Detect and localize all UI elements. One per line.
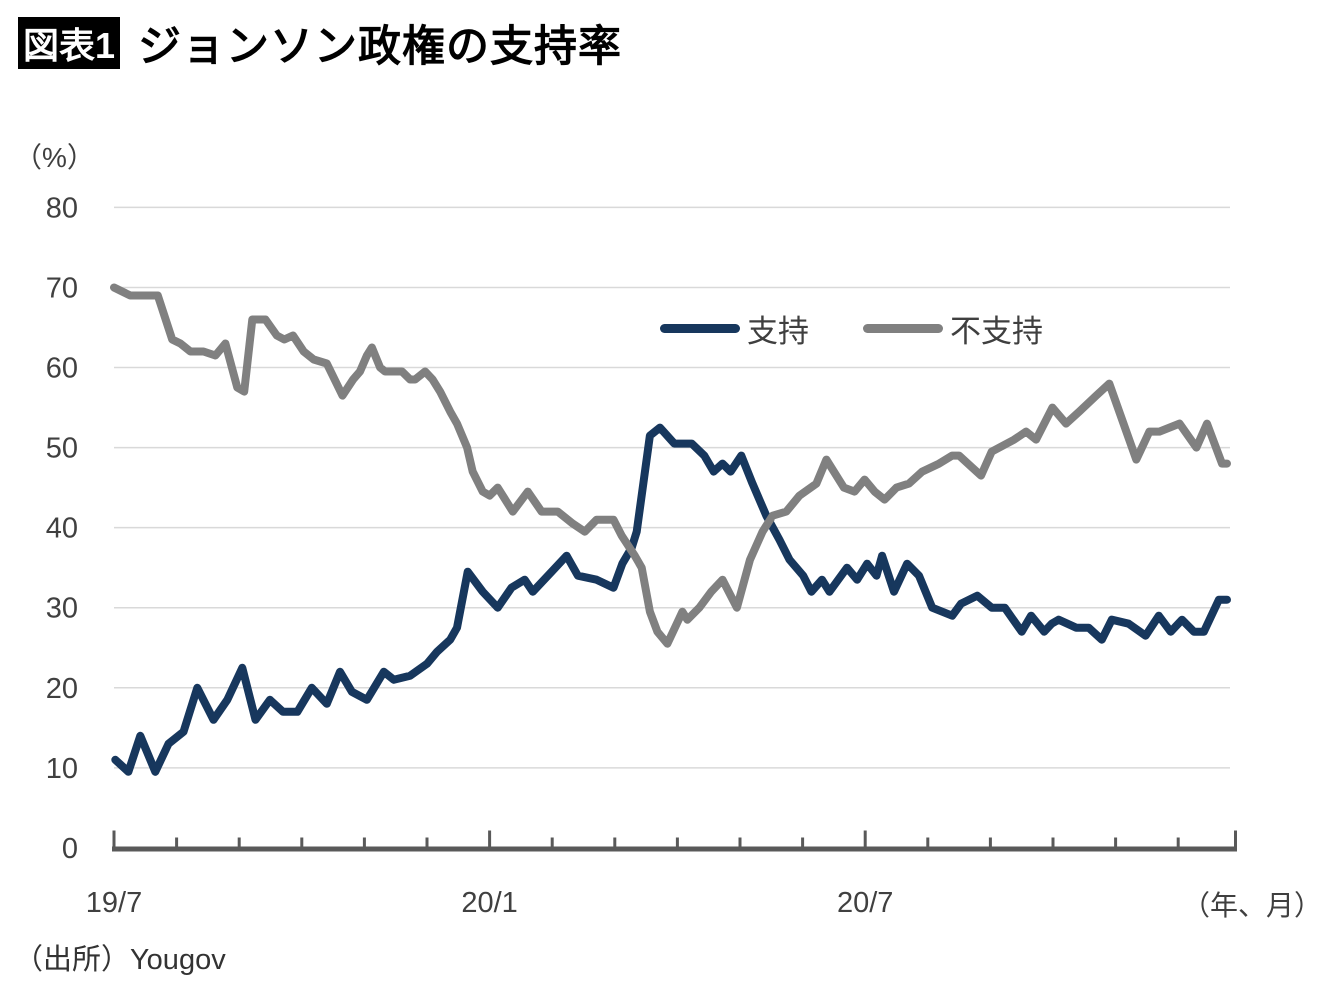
figure-header: 図表1 ジョンソン政権の支持率 (18, 12, 622, 74)
y-tick-label: 80 (46, 192, 78, 224)
legend-line-swatch (863, 324, 943, 333)
disapprove-line (110, 283, 1231, 648)
y-tick-label: 20 (46, 673, 78, 705)
legend-item-approve: 支持 (660, 306, 809, 351)
x-axis-unit-label: （年、月） (1181, 890, 1322, 921)
chart-legend: 支持 不支持 (660, 306, 1043, 351)
y-tick-label: 70 (46, 272, 78, 304)
y-tick-label: 50 (46, 433, 78, 465)
legend-line-swatch (660, 324, 740, 333)
approve-line (111, 423, 1231, 776)
source-note: （出所）Yougov (14, 944, 226, 976)
y-axis-unit-label: （%） (14, 142, 95, 173)
y-tick-label: 0 (62, 833, 78, 865)
legend-item-disapprove: 不支持 (863, 306, 1043, 351)
legend-label: 支持 (747, 314, 809, 349)
x-tick-label: 20/1 (461, 887, 517, 919)
figure-tag: 図表1 (18, 17, 120, 69)
x-tick-label: 20/7 (837, 887, 893, 919)
x-tick-label: 19/7 (86, 887, 142, 919)
y-tick-label: 40 (46, 513, 78, 545)
y-tick-label: 60 (46, 353, 78, 385)
y-tick-label: 30 (46, 593, 78, 625)
y-tick-label: 10 (46, 753, 78, 785)
page-title: ジョンソン政権の支持率 (138, 23, 622, 71)
legend-label: 不支持 (950, 314, 1043, 349)
